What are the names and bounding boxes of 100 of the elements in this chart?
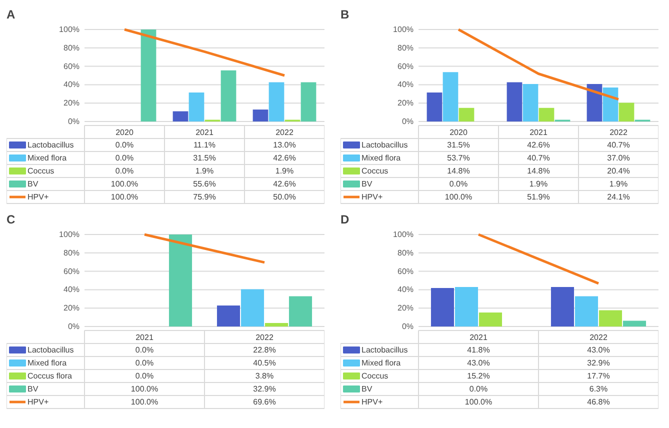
data-label: 0.0%: [115, 166, 134, 176]
data-label: 40.7%: [527, 154, 550, 162]
data-label: 40.5%: [253, 358, 276, 368]
bar: [188, 92, 204, 122]
legend-label: Coccus: [362, 166, 388, 176]
bar: [522, 84, 538, 122]
y-tick-label: 80%: [63, 248, 80, 258]
data-label: 1.9%: [195, 166, 214, 176]
bar: [478, 312, 502, 326]
data-label: 42.6%: [273, 154, 296, 162]
bar: [300, 82, 316, 122]
x-tick-label: 2022: [610, 128, 628, 137]
legend-label: Lactobacillus: [362, 140, 408, 150]
y-tick-label: 80%: [397, 248, 414, 258]
y-tick-label: 40%: [63, 285, 80, 294]
legend-label: Mixed flora: [28, 154, 68, 162]
x-tick-label: 2021: [196, 128, 214, 137]
data-label: 31.5%: [447, 140, 470, 150]
data-label: 75.9%: [193, 192, 216, 202]
x-tick-label: 2020: [116, 128, 134, 137]
y-tick-label: 100%: [59, 230, 80, 239]
data-label: 69.6%: [253, 398, 276, 406]
data-label: 100.0%: [110, 180, 138, 188]
bar: [140, 30, 156, 122]
y-tick-label: 80%: [63, 43, 80, 52]
data-label: 13.0%: [273, 140, 296, 150]
legend-label: Mixed flora: [28, 358, 68, 368]
x-tick-label: 2020: [450, 128, 468, 137]
data-label: 14.8%: [447, 166, 470, 176]
x-tick-label: 2022: [276, 128, 294, 137]
y-tick-label: 0%: [68, 117, 80, 126]
data-label: 0.0%: [449, 180, 468, 188]
bar: [220, 70, 236, 122]
data-label: 43.0%: [587, 346, 610, 354]
data-label: 1.9%: [529, 180, 548, 188]
legend-label: Coccus flora: [28, 372, 73, 380]
y-tick-label: 60%: [63, 62, 80, 71]
legend-label: BV: [362, 384, 373, 394]
data-label: 51.9%: [527, 192, 550, 202]
legend-label: Lactobacillus: [362, 346, 408, 354]
data-label: 50.0%: [273, 192, 296, 202]
x-tick-label: 2021: [136, 333, 154, 342]
data-label: 24.1%: [607, 192, 630, 202]
legend-label: HPV+: [362, 192, 383, 202]
bar: [442, 72, 458, 122]
y-tick-label: 60%: [397, 266, 414, 276]
data-label: 100.0%: [110, 192, 138, 202]
bar: [598, 310, 622, 326]
data-label: 100.0%: [444, 192, 472, 202]
legend-label: Lactobacillus: [28, 346, 74, 354]
bar: [268, 82, 284, 122]
bar: [168, 234, 192, 326]
data-label: 43.0%: [467, 358, 490, 368]
bar: [574, 296, 598, 326]
y-tick-label: 40%: [397, 285, 414, 294]
data-label: 32.9%: [253, 384, 276, 394]
legend-label: Coccus: [362, 372, 388, 380]
bar: [602, 87, 618, 122]
data-label: 42.6%: [273, 180, 296, 188]
bar: [252, 110, 268, 122]
bar: [454, 286, 478, 326]
data-label: 15.2%: [467, 372, 490, 380]
data-label: 1.9%: [275, 166, 294, 176]
data-label: 100.0%: [130, 398, 158, 406]
data-label: 1.9%: [609, 180, 628, 188]
y-tick-label: 20%: [397, 98, 414, 108]
data-label: 100.0%: [464, 398, 492, 406]
y-tick-label: 0%: [402, 322, 414, 331]
data-label: 0.0%: [135, 358, 154, 368]
data-label: 0.0%: [115, 154, 134, 162]
bar: [240, 289, 264, 326]
y-tick-label: 60%: [63, 266, 80, 276]
data-label: 17.7%: [587, 372, 610, 380]
x-tick-label: 2022: [590, 333, 608, 342]
data-label: 40.7%: [607, 140, 630, 150]
bar: [430, 288, 454, 326]
y-tick-label: 0%: [402, 117, 414, 126]
data-label: 3.8%: [255, 372, 274, 380]
data-label: 0.0%: [135, 346, 154, 354]
y-tick-label: 20%: [63, 304, 80, 313]
legend-label: HPV+: [28, 398, 49, 406]
data-label: 0.0%: [135, 372, 154, 380]
data-label: 20.4%: [607, 166, 630, 176]
bar: [586, 84, 602, 122]
legend-label: Lactobacillus: [28, 140, 74, 150]
bar: [538, 108, 554, 122]
legend-label: Coccus: [28, 166, 54, 176]
data-label: 46.8%: [587, 398, 610, 406]
data-label: 14.8%: [527, 166, 550, 176]
bar: [426, 92, 442, 122]
chart-title: B: [340, 8, 350, 22]
data-label: 31.5%: [193, 154, 216, 162]
data-label: 42.6%: [527, 140, 550, 150]
data-label: 22.8%: [253, 346, 276, 354]
data-label: 32.9%: [587, 358, 610, 368]
legend-label: Mixed flora: [362, 358, 402, 368]
data-label: 100.0%: [130, 384, 158, 394]
y-tick-label: 100%: [59, 25, 80, 34]
data-label: 0.0%: [115, 140, 134, 150]
y-tick-label: 80%: [397, 43, 414, 52]
